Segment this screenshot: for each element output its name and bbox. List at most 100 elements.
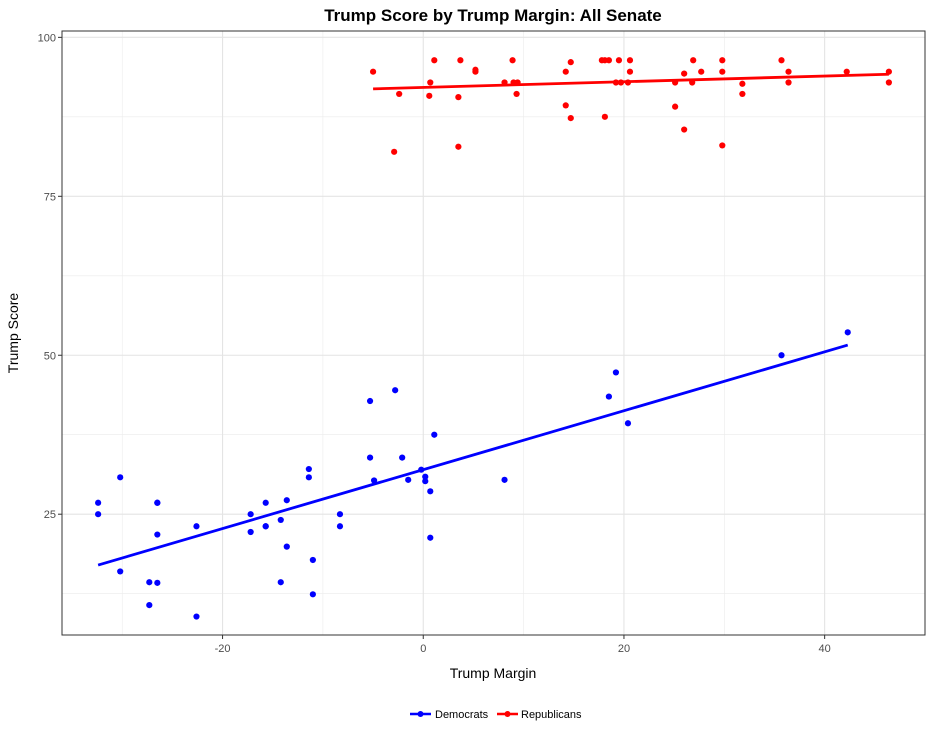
point-republicans-29 — [626, 68, 634, 75]
point-democrats-7 — [154, 499, 161, 506]
point-democrats-44 — [844, 329, 851, 336]
data-points — [95, 57, 892, 620]
chart-title: Trump Score by Trump Margin: All Senate — [324, 6, 662, 25]
point-republicans-15 — [514, 79, 521, 86]
point-republicans-12 — [509, 57, 516, 64]
point-democrats-18 — [277, 579, 284, 586]
regression-lines — [97, 72, 889, 567]
point-democrats-38 — [431, 431, 438, 438]
y-axis-ticks: 25 50 75 100 — [38, 32, 62, 521]
plot-background — [62, 31, 925, 635]
x-axis-ticks: -20 0 20 40 — [215, 635, 831, 655]
point-democrats-26 — [336, 523, 344, 530]
point-democrats-8 — [154, 531, 161, 538]
point-republicans-25 — [615, 57, 623, 64]
x-tick-label-3: 40 — [819, 643, 831, 655]
point-republicans-47 — [885, 79, 892, 86]
y-tick-label-2: 75 — [44, 191, 56, 203]
point-republicans-41 — [739, 80, 746, 87]
point-republicans-6 — [455, 143, 462, 150]
point-republicans-27 — [624, 79, 632, 86]
point-democrats-22 — [305, 474, 312, 481]
point-democrats-9 — [154, 579, 161, 586]
point-republicans-45 — [843, 68, 850, 75]
point-republicans-22 — [601, 113, 608, 120]
x-tick-label-0: -20 — [215, 643, 231, 655]
point-republicans-10 — [472, 66, 479, 73]
point-republicans-30 — [672, 103, 679, 110]
point-republicans-26 — [617, 79, 625, 86]
point-republicans-38 — [719, 68, 726, 75]
point-democrats-41 — [612, 369, 620, 376]
point-republicans-44 — [785, 79, 792, 86]
point-democrats-42 — [624, 420, 632, 427]
point-republicans-1 — [391, 148, 398, 155]
plot-border — [61, 30, 926, 636]
point-democrats-33 — [418, 466, 425, 473]
x-axis-label: Trump Margin — [450, 665, 537, 681]
point-republicans-17 — [562, 68, 569, 75]
x-tick-label-1: 0 — [420, 643, 426, 655]
point-republicans-36 — [698, 68, 705, 75]
point-democrats-17 — [277, 516, 284, 524]
fit-line-republicans — [373, 72, 889, 91]
y-tick-label-3: 100 — [38, 32, 56, 44]
point-democrats-0 — [95, 499, 102, 506]
point-democrats-14 — [262, 499, 269, 506]
point-republicans-2 — [396, 90, 403, 98]
point-republicans-39 — [719, 142, 726, 149]
point-republicans-35 — [690, 57, 697, 64]
legend-marker-democrats — [417, 711, 424, 717]
point-democrats-31 — [399, 454, 406, 461]
y-axis-label: Trump Score — [5, 293, 21, 374]
fit-line-democrats — [97, 343, 849, 567]
point-democrats-1 — [95, 511, 102, 518]
point-democrats-16 — [262, 523, 269, 530]
point-democrats-3 — [117, 568, 124, 575]
point-democrats-25 — [336, 511, 344, 518]
point-democrats-12 — [247, 511, 254, 518]
point-republicans-42 — [778, 57, 785, 64]
point-democrats-21 — [305, 465, 312, 473]
point-republicans-0 — [369, 68, 377, 75]
point-republicans-31 — [672, 79, 679, 86]
point-republicans-24 — [612, 79, 620, 86]
y-tick-label-1: 50 — [44, 350, 56, 362]
point-republicans-14 — [513, 90, 520, 98]
legend-item-republicans: Republicans — [497, 709, 582, 721]
legend-item-democrats: Democrats — [410, 709, 489, 721]
point-democrats-34 — [422, 473, 429, 480]
point-democrats-36 — [427, 488, 434, 495]
point-democrats-2 — [117, 474, 124, 481]
point-republicans-8 — [457, 57, 464, 64]
x-tick-label-2: 20 — [618, 643, 630, 655]
point-democrats-13 — [247, 528, 254, 536]
point-democrats-39 — [501, 476, 508, 483]
point-democrats-28 — [366, 454, 374, 461]
point-democrats-35 — [422, 478, 429, 485]
point-democrats-29 — [370, 477, 378, 484]
point-republicans-37 — [719, 57, 726, 64]
point-republicans-28 — [626, 57, 634, 64]
point-democrats-32 — [405, 476, 412, 483]
point-democrats-24 — [309, 591, 316, 598]
point-republicans-23 — [605, 57, 613, 64]
legend-label-republicans: Republicans — [521, 709, 582, 721]
legend-label-democrats: Democrats — [435, 709, 489, 721]
point-democrats-43 — [778, 352, 785, 359]
point-democrats-30 — [392, 387, 399, 394]
point-democrats-40 — [605, 393, 613, 400]
point-republicans-5 — [431, 57, 438, 64]
point-republicans-46 — [885, 68, 892, 75]
point-republicans-40 — [739, 90, 746, 98]
point-republicans-16 — [562, 102, 569, 109]
point-democrats-4 — [146, 579, 153, 586]
point-democrats-20 — [283, 543, 290, 550]
point-democrats-19 — [283, 497, 290, 504]
point-republicans-33 — [681, 126, 688, 133]
point-republicans-18 — [567, 59, 574, 66]
point-republicans-11 — [501, 79, 508, 86]
point-republicans-3 — [426, 92, 433, 99]
point-democrats-10 — [193, 523, 200, 530]
